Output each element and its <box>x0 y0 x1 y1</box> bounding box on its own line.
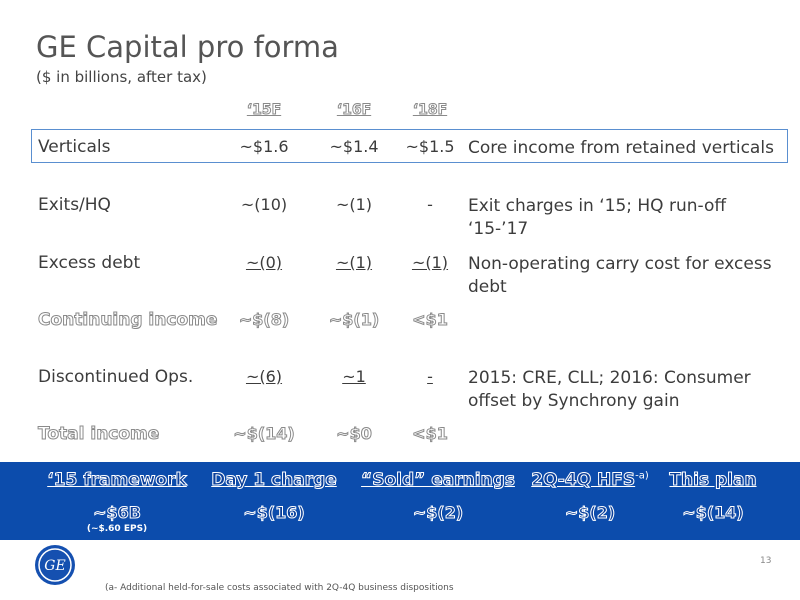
svg-text:GE: GE <box>44 558 65 574</box>
summary-heading: Day 1 charge <box>211 470 338 491</box>
cell-value: ~1 <box>342 367 366 386</box>
row-note: Core income from retained verticals <box>468 138 774 158</box>
summary-sub: (~$.60 EPS) <box>86 524 148 534</box>
row-highlight <box>31 129 788 163</box>
cell-value: ~$1.6 <box>239 137 289 156</box>
row-label: Total income <box>37 424 160 445</box>
cell-value: ~$1.4 <box>329 137 379 156</box>
footnote: (a- Additional held-for-sale costs assoc… <box>105 583 454 593</box>
cell-value: ~(1) <box>335 195 373 214</box>
cell-value: ~$(1) <box>328 310 380 330</box>
cell-value: - <box>427 367 433 386</box>
summary-band <box>0 462 800 540</box>
cell-value: ~(10) <box>240 195 288 214</box>
summary-heading: This plan <box>669 470 757 491</box>
row-label: Exits/HQ <box>38 195 111 215</box>
heading-text: 2Q-4Q HFS <box>531 470 636 491</box>
cell-value: - <box>427 195 433 214</box>
logo: GE <box>35 545 75 585</box>
summary-value: ~$(2) <box>564 503 616 523</box>
summary-heading: “Sold” earnings <box>361 470 516 491</box>
row-label: Verticals <box>38 137 111 157</box>
subtitle: ($ in billions, after tax) <box>36 68 207 86</box>
column-header: ‘16F <box>336 102 372 119</box>
cell-value: ~$(14) <box>233 424 295 444</box>
summary-value: ~$(2) <box>412 503 464 523</box>
row-note: Exit charges in ‘15; HQ run-off ‘15-’17 <box>468 196 727 239</box>
heading-text: ‘15 framework <box>47 470 188 491</box>
heading-text: “Sold” earnings <box>361 470 516 491</box>
cell-value: <$1 <box>412 424 449 444</box>
summary-heading: ‘15 framework <box>47 470 188 491</box>
cell-value: ~(6) <box>245 367 283 386</box>
title: GE Capital pro forma <box>36 30 339 64</box>
column-header: ‘15F <box>246 102 282 119</box>
heading-text: Day 1 charge <box>211 470 338 491</box>
summary-heading: 2Q-4Q HFS-a) <box>531 470 649 491</box>
cell-value: ~$1.5 <box>405 137 455 156</box>
cell-value: <$1 <box>412 310 449 330</box>
summary-value: ~$(16) <box>243 503 305 523</box>
summary-value: ~$(14) <box>682 503 744 523</box>
cell-value: ~(1) <box>411 253 449 272</box>
column-header: ‘18F <box>412 102 448 119</box>
cell-value: ~$0 <box>336 424 373 444</box>
heading-sup: -a) <box>635 470 649 482</box>
heading-text: This plan <box>669 470 757 491</box>
cell-value: ~$(8) <box>238 310 290 330</box>
row-note: Non-operating carry cost for excess debt <box>468 254 772 297</box>
row-label: Discontinued Ops. <box>38 367 194 387</box>
cell-value: ~(1) <box>335 253 373 272</box>
summary-value: ~$6B <box>93 503 142 523</box>
page-number: 13 <box>760 556 772 566</box>
row-label: Excess debt <box>38 253 141 273</box>
row-label: Continuing income <box>37 310 218 331</box>
cell-value: ~(0) <box>245 253 283 272</box>
row-note: 2015: CRE, CLL; 2016: Consumer offset by… <box>468 368 751 411</box>
